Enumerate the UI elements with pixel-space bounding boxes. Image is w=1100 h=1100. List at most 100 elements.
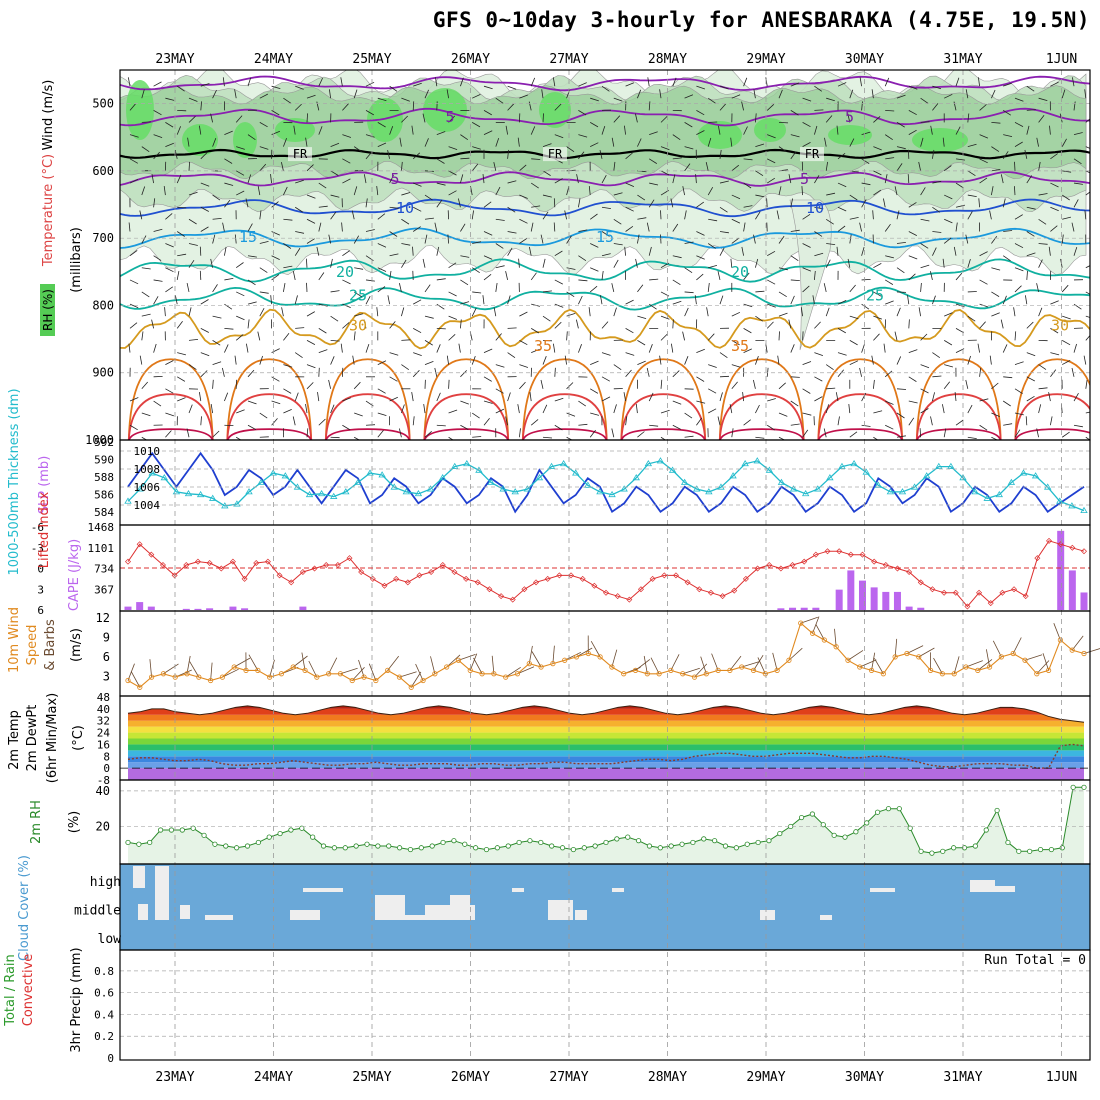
wind-barb [1036, 660, 1050, 675]
isotherm-label: 25 [866, 286, 884, 304]
wind-barb [1026, 395, 1035, 402]
wind-barb [965, 234, 969, 244]
wind-barb [318, 418, 326, 426]
wind-barb [1083, 355, 1087, 365]
wind-speed-marker [809, 630, 816, 636]
cloud-level-label: middle [74, 904, 121, 919]
wind-barb [153, 134, 163, 138]
wind-barb [283, 265, 293, 269]
wind-barb [177, 253, 187, 257]
wind-barb [295, 85, 304, 90]
wind-barb [918, 307, 921, 317]
wind-barb [967, 404, 973, 414]
rh-marker [679, 841, 685, 847]
wind-barb [896, 388, 907, 390]
isotherm-line [817, 358, 904, 440]
thickness-marker [487, 478, 495, 485]
wind-barb [778, 89, 783, 99]
wind-barb [778, 291, 787, 298]
wind-barb [814, 352, 824, 356]
wind-barb [353, 146, 362, 153]
rh-marker [1027, 848, 1033, 854]
wind-barb [554, 367, 556, 377]
cloud-block [290, 910, 320, 920]
wind-barb [873, 315, 883, 320]
wind-barb [542, 290, 552, 293]
wind-barb [920, 333, 928, 341]
wind-barb [188, 97, 198, 102]
wind-barb [625, 299, 634, 305]
wind-barb [908, 349, 918, 353]
cape-bar [1080, 592, 1088, 610]
run-total-label: Run Total = 0 [984, 953, 1086, 968]
wind-barb [281, 307, 284, 317]
rh-marker [1081, 784, 1087, 790]
cloud-block [395, 915, 425, 920]
wind-barb [837, 369, 845, 378]
pressure-tick-label: 700 [92, 231, 114, 245]
wind-barb [992, 640, 1002, 658]
wind-barb [401, 259, 407, 268]
wind-barb [330, 290, 340, 293]
wind-barb [365, 134, 375, 138]
lifted-index-marker [159, 562, 166, 569]
wind-barb [955, 182, 964, 189]
wind-barb [932, 103, 939, 111]
wind-barb [165, 360, 174, 365]
wind-barb [165, 122, 174, 128]
thickness-axis-title: 1000-500mb Thickness (dm) [7, 388, 22, 575]
wind-barb [530, 222, 534, 232]
wind-barb [141, 89, 145, 99]
thickness-marker [1007, 478, 1016, 485]
wind-barb [199, 270, 202, 280]
isotherm-label: 10 [806, 199, 824, 217]
wind-barb [165, 412, 175, 417]
wind-barb [613, 161, 616, 171]
cape-bar [847, 570, 855, 610]
wind-barb [153, 151, 160, 160]
wind-barb [695, 174, 697, 184]
wind-barb [943, 237, 952, 244]
wind-barb [460, 77, 464, 87]
wind-barb [800, 616, 818, 624]
wind-barb [590, 267, 599, 272]
cape-tick-label: 734 [94, 563, 114, 576]
wind-barb [330, 258, 333, 268]
wind-barb [564, 651, 582, 661]
wind-barb [967, 113, 970, 123]
wind-barb [873, 379, 875, 389]
wind-barb [814, 175, 820, 184]
wind-barb [482, 174, 485, 184]
wind-barb [755, 258, 759, 268]
wind-barb [896, 122, 905, 128]
wind-barb [943, 381, 951, 390]
wind-barb [176, 320, 183, 329]
wind-barb [1038, 97, 1048, 101]
wind-barb [448, 291, 457, 297]
wind-speed-marker [125, 677, 131, 684]
rh-marker [951, 845, 957, 851]
isotherm-line [915, 358, 1002, 440]
wind-barb [588, 186, 591, 196]
wind-barb [707, 137, 712, 147]
wind-barb [483, 85, 493, 90]
thickness-marker [729, 472, 737, 479]
wind-barb [589, 429, 596, 438]
wind-barb [766, 321, 774, 329]
rh-marker [592, 843, 598, 849]
thickness-marker [668, 466, 677, 473]
wind-barb [991, 412, 1000, 417]
wind-barb [412, 370, 420, 378]
wind-barb [472, 122, 481, 128]
wind-barb [894, 186, 898, 196]
wind-barb [306, 258, 308, 268]
wind-barb [483, 376, 492, 382]
wind-barb [613, 259, 619, 268]
wind-barb [578, 400, 587, 407]
wind-barb [389, 352, 399, 356]
wind-barb [177, 397, 186, 402]
rh-marker [1016, 848, 1022, 854]
slp-tick-label: 1006 [134, 481, 161, 494]
wind-barb [128, 222, 131, 232]
rh-marker [353, 843, 359, 849]
